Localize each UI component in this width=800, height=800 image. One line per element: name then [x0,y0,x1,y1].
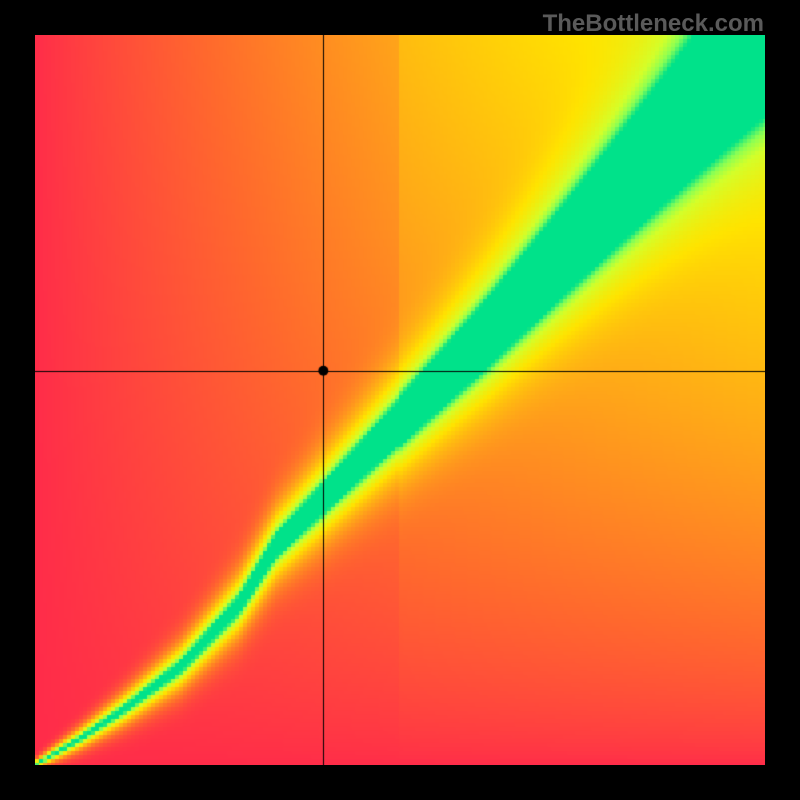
chart-container: TheBottleneck.com [0,0,800,800]
watermark-text: TheBottleneck.com [543,10,764,38]
bottleneck-heatmap [35,35,765,765]
